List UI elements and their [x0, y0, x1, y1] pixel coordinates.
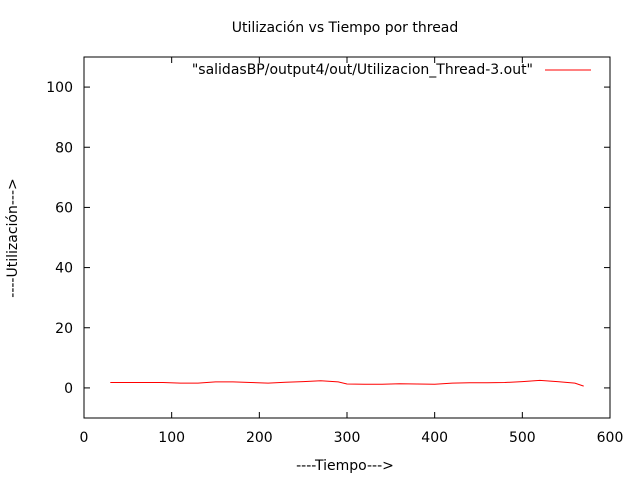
y-tick-label: 40: [55, 261, 73, 277]
x-axis-label: ----Tiempo--->: [296, 458, 394, 474]
chart-title: Utilización vs Tiempo por thread: [232, 20, 459, 36]
y-axis-label: ----Utilización--->: [5, 178, 21, 297]
y-tick-label: 80: [55, 140, 73, 156]
y-tick-label: 100: [46, 80, 73, 96]
x-tick-label: 600: [597, 430, 624, 446]
x-tick-label: 100: [158, 430, 185, 446]
x-tick-label: 400: [421, 430, 448, 446]
x-tick-label: 200: [246, 430, 273, 446]
legend: "salidasBP/output4/out/Utilizacion_Threa…: [192, 62, 591, 78]
legend-label: "salidasBP/output4/out/Utilizacion_Threa…: [192, 62, 533, 78]
y-tick-label: 0: [64, 381, 73, 397]
y-tick-label: 20: [55, 321, 73, 337]
plot-axes: 0 100 200 300 400 500 600 0 20 40 60 80 100: [46, 56, 624, 446]
x-tick-label: 300: [334, 430, 361, 446]
plot-frame: [83, 56, 611, 419]
x-tick-label: 0: [80, 430, 89, 446]
y-tick-label: 60: [55, 200, 73, 216]
series-layer: [110, 379, 584, 387]
series-line: [110, 379, 584, 387]
x-tick-label: 500: [509, 430, 536, 446]
